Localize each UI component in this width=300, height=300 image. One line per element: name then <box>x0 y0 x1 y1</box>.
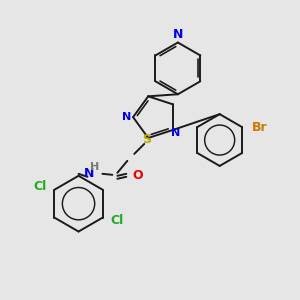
Text: N: N <box>171 128 180 138</box>
Text: H: H <box>90 162 99 172</box>
Text: Cl: Cl <box>111 214 124 227</box>
Text: S: S <box>142 134 151 146</box>
Text: N: N <box>173 28 183 40</box>
Text: O: O <box>132 169 143 182</box>
Text: Br: Br <box>252 121 268 134</box>
Text: N: N <box>122 112 132 122</box>
Text: Cl: Cl <box>33 180 46 193</box>
Text: N: N <box>84 167 94 180</box>
